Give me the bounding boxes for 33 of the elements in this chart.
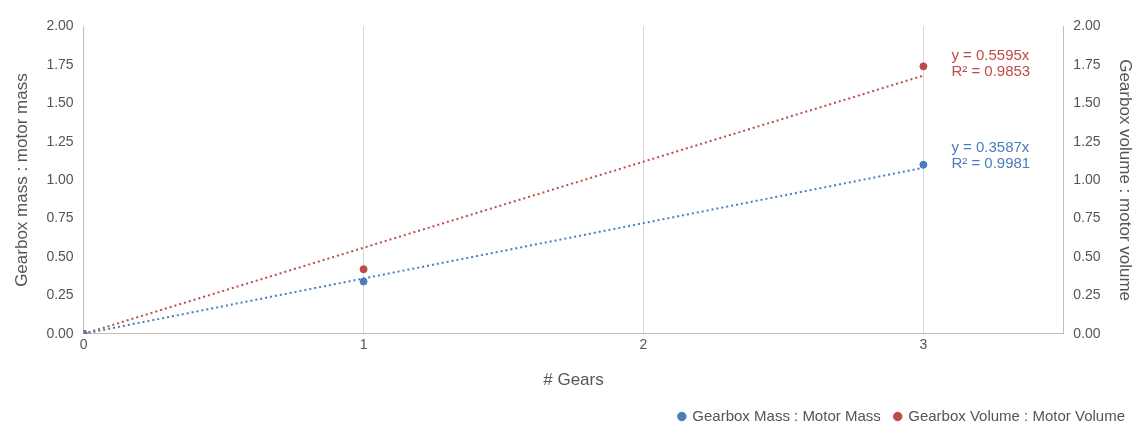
annotation: y = 0.5595x <box>951 45 1030 63</box>
point <box>359 277 368 286</box>
y2-tick-label: 0.25 <box>1073 286 1101 303</box>
y2-tick-label: 2.00 <box>1073 17 1101 34</box>
legend-label: Gearbox Volume : Motor Volume <box>908 406 1126 424</box>
x-tick-label: 2 <box>639 336 648 353</box>
x-tick-label: 3 <box>919 336 928 353</box>
point <box>919 62 928 71</box>
annotation: y = 0.3587x <box>951 137 1030 155</box>
y-tick-label: 0.00 <box>46 324 74 341</box>
y2-tick-label: 0.75 <box>1073 209 1101 226</box>
legend-label: Gearbox Mass : Motor Mass <box>692 406 881 424</box>
y2-tick-label: 0.50 <box>1073 247 1101 264</box>
y2-axis-title: Gearbox volume : motor volume <box>1116 59 1136 302</box>
point <box>359 265 368 274</box>
y-tick-label: 1.00 <box>46 170 74 187</box>
y2-tick-label: 1.00 <box>1073 170 1101 187</box>
y-tick-label: 1.50 <box>46 94 74 111</box>
y-tick-label: 0.25 <box>46 286 74 303</box>
y-tick-label: 1.75 <box>46 55 74 72</box>
y-tick-label: 0.50 <box>46 247 74 264</box>
x-tick-label: 1 <box>359 336 368 353</box>
y-tick-label: 2.00 <box>46 17 74 34</box>
y2-tick-label: 0.00 <box>1073 324 1101 341</box>
y2-tick-label: 1.75 <box>1073 55 1101 72</box>
y2-tick-label: 1.25 <box>1073 132 1101 149</box>
x-axis-title: # Gears <box>543 370 604 390</box>
y-tick-label: 0.75 <box>46 209 74 226</box>
y-tick-label: 1.25 <box>46 132 74 149</box>
y-axis-title: Gearbox mass : motor mass <box>11 73 31 287</box>
y2-tick-label: 1.50 <box>1073 94 1101 111</box>
x-tick-label: 0 <box>79 336 88 353</box>
point <box>919 160 928 169</box>
